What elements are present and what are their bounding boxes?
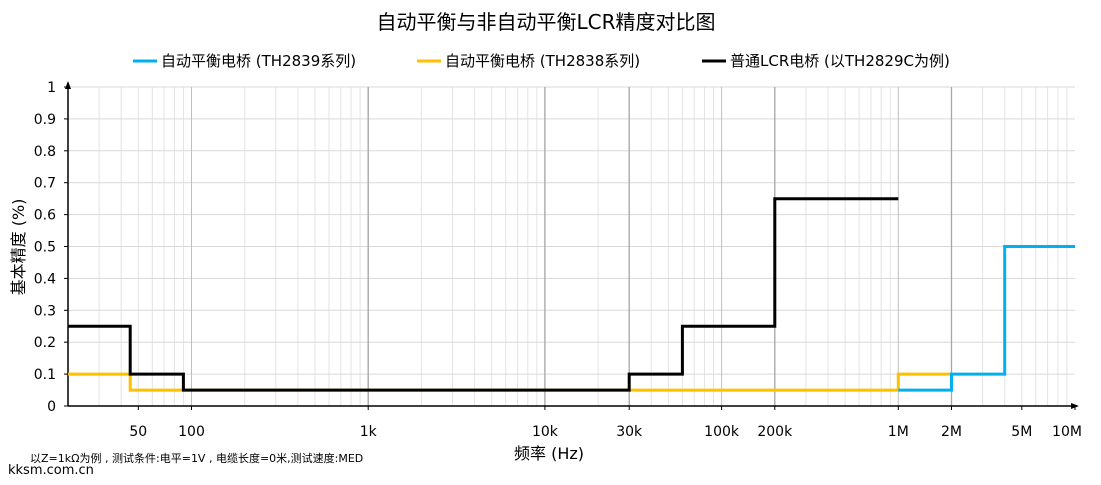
- x-tick-label: 1k: [360, 424, 378, 440]
- x-tick-label: 5M: [1011, 424, 1032, 440]
- y-tick-label: 0.9: [34, 112, 56, 128]
- axes: [65, 81, 1079, 409]
- y-tick-label: 0.6: [34, 208, 56, 224]
- series-line: [68, 372, 952, 392]
- x-tick-label: 100: [178, 424, 205, 440]
- major-grid: [191, 87, 953, 406]
- y-tick-label: 0.2: [34, 335, 56, 351]
- y-tick-label: 0.3: [34, 303, 56, 319]
- series-lines: [68, 197, 1075, 392]
- watermark: kksm.com.cn: [8, 463, 94, 478]
- series-line: [68, 197, 899, 392]
- y-tick-label: 0.4: [34, 271, 56, 287]
- series-line: [898, 245, 1075, 392]
- y-tick-label: 0.8: [34, 144, 56, 160]
- legend-label: 自动平衡电桥 (TH2839系列): [161, 52, 356, 70]
- x-tick-label: 1M: [888, 424, 909, 440]
- legend-label: 自动平衡电桥 (TH2838系列): [445, 52, 640, 70]
- y-tick-label: 0.1: [34, 367, 56, 383]
- x-tick-label: 100k: [704, 424, 740, 440]
- y-axis-label: 基本精度 (%): [9, 199, 28, 296]
- y-tick-label: 0: [47, 399, 56, 415]
- minor-grid: [68, 86, 1075, 406]
- legend-label: 普通LCR电桥 (以TH2829C为例): [730, 52, 950, 70]
- x-axis-label: 频率 (Hz): [514, 444, 584, 463]
- x-tick-label: 10k: [532, 424, 559, 440]
- y-tick-label: 0.7: [34, 176, 56, 192]
- y-tick-label: 0.5: [34, 240, 56, 256]
- x-tick-label: 200k: [757, 424, 793, 440]
- x-tick-label: 10M: [1052, 424, 1082, 440]
- chart-legend: 自动平衡电桥 (TH2839系列) 自动平衡电桥 (TH2838系列) 普通LCR电…: [133, 52, 950, 70]
- y-tick-label: 1: [47, 80, 56, 96]
- y-axis-arrow: [65, 81, 71, 89]
- footnote: 以Z=1kΩ为例 , 测试条件:电平=1V , 电缆长度=0米,测试速度:MED: [30, 451, 363, 465]
- x-axis-ticks: 50 100 1k 10k 30k 100k 200k 1M 2M 5M 10M: [129, 406, 1082, 440]
- chart-title: 自动平衡与非自动平衡LCR精度对比图: [376, 10, 715, 34]
- y-axis-ticks: 0 0.1 0.2 0.3 0.4 0.5 0.6 0.7 0.8 0.9 1: [34, 80, 68, 415]
- x-tick-label: 30k: [616, 424, 643, 440]
- x-tick-label: 50: [129, 424, 147, 440]
- x-tick-label: 2M: [941, 424, 962, 440]
